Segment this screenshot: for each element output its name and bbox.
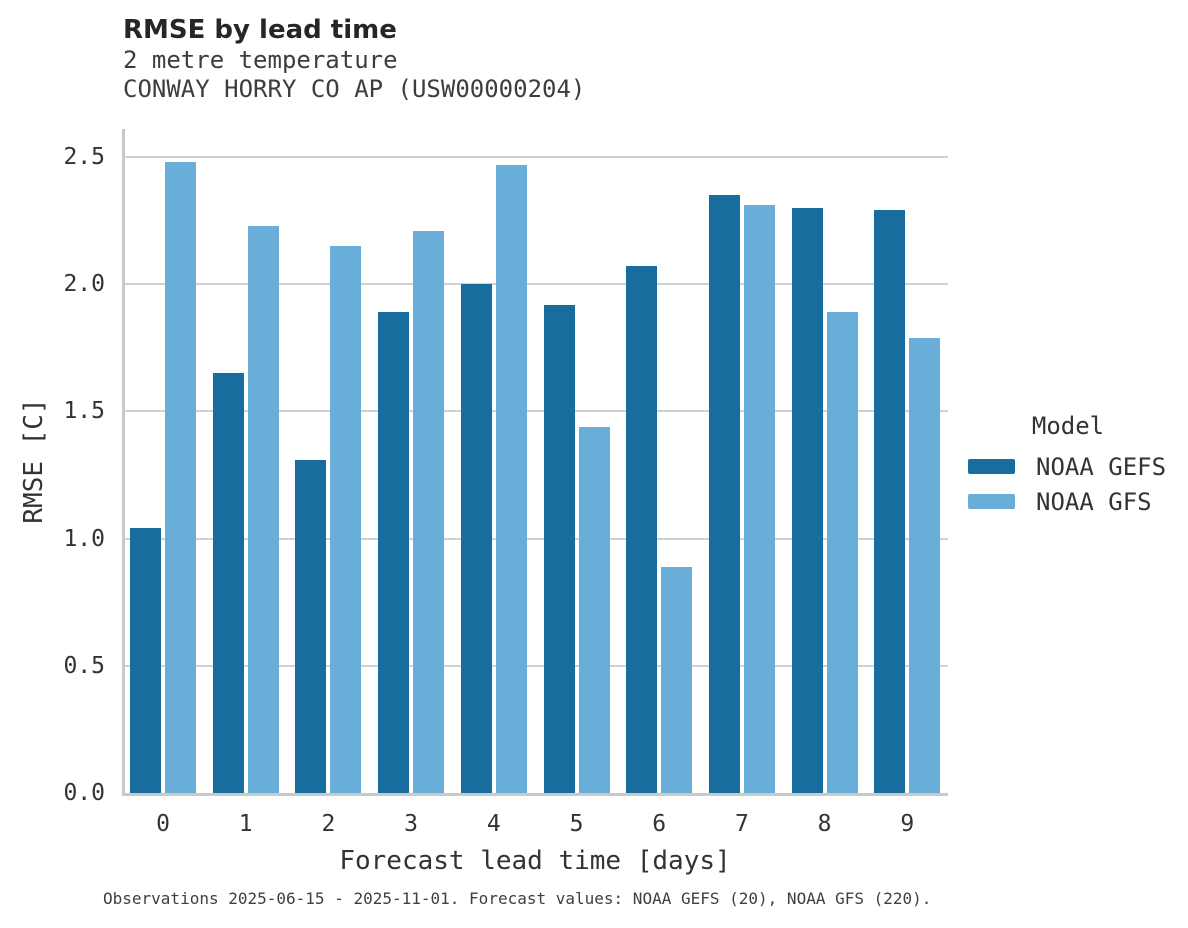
x-tick-label-0: 0 [156,811,170,837]
bar-noaa-gefs-lead-5 [543,305,575,793]
chart-header: RMSE by lead time 2 metre temperature CO… [123,14,585,103]
x-tick-label-4: 4 [486,811,501,837]
chart-subtitle: 2 metre temperature [123,46,398,74]
y-tick-label-1.0: 1.0 [63,525,105,552]
gridline-2.0 [125,283,948,286]
x-tick-label-1: 1 [238,811,253,837]
bar-noaa-gefs-lead-9 [874,210,906,793]
bar-noaa-gefs-lead-0 [130,528,161,793]
bar-noaa-gfs-lead-9 [909,338,941,793]
chart-title: RMSE by lead time [123,15,397,45]
footer-caption: Observations 2025-06-15 - 2025-11-01. Fo… [103,889,932,908]
x-tick-label-9: 9 [900,811,915,837]
bar-noaa-gfs-lead-2 [330,246,362,793]
bar-noaa-gefs-lead-4 [460,284,492,793]
legend-item-noaa-gfs: NOAA GFS [962,484,1174,519]
x-axis-label: Forecast lead time [days] [339,846,731,876]
y-tick-label-1.5: 1.5 [63,398,105,425]
x-tick-label-5: 5 [569,811,584,837]
legend-item-noaa-gefs: NOAA GEFS [962,449,1174,484]
bar-noaa-gefs-lead-7 [708,195,740,793]
bar-noaa-gefs-lead-3 [378,312,410,793]
y-tick-label-0.5: 0.5 [63,652,105,679]
legend-title: Model [1031,412,1105,440]
legend-swatch-noaa-gfs [968,494,1015,509]
plot-area [122,129,948,796]
gridline-1.0 [125,537,948,540]
gridline-1.5 [125,410,948,413]
bar-noaa-gefs-lead-1 [212,373,244,793]
legend-label-noaa-gfs: NOAA GFS [1036,487,1152,516]
bar-noaa-gfs-lead-0 [165,162,196,793]
bar-noaa-gfs-lead-6 [661,567,693,793]
legend-label-noaa-gefs: NOAA GEFS [1036,452,1167,481]
bar-noaa-gefs-lead-2 [295,460,327,793]
x-tick-label-8: 8 [817,811,832,837]
chart-station: CONWAY HORRY CO AP (USW00000204) [123,74,586,103]
x-tick-label-6: 6 [652,811,667,837]
bar-noaa-gefs-lead-6 [626,266,658,793]
y-tick-label-0.0: 0.0 [63,780,105,806]
legend-swatch-noaa-gefs [968,459,1015,474]
y-tick-label-2.5: 2.5 [63,143,105,170]
bar-noaa-gfs-lead-7 [743,205,775,793]
gridline-2.5 [125,156,948,158]
x-tick-label-3: 3 [404,811,419,837]
bar-noaa-gfs-lead-5 [578,427,610,793]
bar-noaa-gefs-lead-8 [791,208,823,793]
bar-noaa-gfs-lead-4 [495,165,527,793]
legend: Model NOAA GEFS NOAA GFS [962,412,1174,519]
bar-noaa-gfs-lead-3 [413,231,445,793]
bar-noaa-gfs-lead-1 [247,226,279,793]
y-tick-label-2.0: 2.0 [63,271,105,298]
gridline-0.5 [125,664,948,667]
x-tick-label-7: 7 [734,811,749,837]
bar-noaa-gfs-lead-8 [826,312,858,793]
x-tick-label-2: 2 [321,811,336,837]
